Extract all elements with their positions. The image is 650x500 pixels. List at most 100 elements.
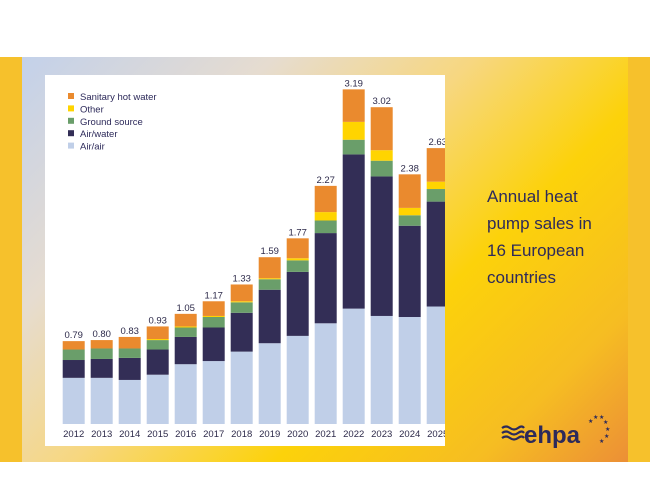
bar-segment-other bbox=[314, 212, 337, 221]
bar-segment-air-air bbox=[258, 343, 281, 424]
x-tick-label: 2024 bbox=[399, 429, 420, 440]
svg-text:★: ★ bbox=[588, 418, 593, 425]
bar-segment-ground-source bbox=[314, 220, 337, 234]
bar-segment-sanitary-hot-water bbox=[202, 301, 225, 316]
bar-segment-sanitary-hot-water bbox=[314, 185, 337, 213]
x-tick-label: 2019 bbox=[259, 429, 280, 440]
bar-segment-air-water bbox=[370, 176, 393, 316]
bar-segment-ground-source bbox=[286, 260, 309, 272]
bar-segment-air-air bbox=[342, 308, 365, 424]
total-label: 3.02 bbox=[372, 96, 391, 107]
bar-segment-air-air bbox=[174, 364, 197, 424]
bar-segment-ground-source bbox=[342, 139, 365, 155]
total-label: 2.27 bbox=[316, 175, 335, 186]
x-tick-label: 2012 bbox=[63, 429, 84, 440]
bar-segment-sanitary-hot-water bbox=[426, 148, 445, 182]
total-label: 0.79 bbox=[64, 330, 83, 341]
bar-segment-other bbox=[398, 207, 421, 216]
legend-swatch bbox=[68, 117, 74, 124]
bar-segment-air-air bbox=[62, 377, 85, 424]
bar-segment-sanitary-hot-water bbox=[90, 340, 113, 349]
legend-swatch bbox=[68, 142, 74, 149]
bar-segment-other bbox=[174, 326, 197, 328]
bar-segment-air-water bbox=[342, 154, 365, 309]
bar-segment-ground-source bbox=[370, 160, 393, 177]
bar-segment-ground-source bbox=[90, 348, 113, 359]
x-tick-label: 2013 bbox=[91, 429, 112, 440]
svg-text:★: ★ bbox=[605, 426, 610, 433]
legend-label: Other bbox=[80, 104, 104, 115]
ehpa-logo: ehpa ★★ ★★ ★★★ bbox=[501, 414, 610, 449]
bar-segment-air-water bbox=[146, 349, 169, 375]
total-label: 0.93 bbox=[148, 315, 167, 326]
x-tick-label: 2020 bbox=[287, 429, 308, 440]
bar-segment-sanitary-hot-water bbox=[342, 89, 365, 122]
bar-segment-other bbox=[426, 181, 445, 190]
bar-segment-ground-source bbox=[426, 189, 445, 202]
bar-segment-sanitary-hot-water bbox=[118, 336, 141, 349]
bar-segment-ground-source bbox=[62, 349, 85, 361]
bar-segment-ground-source bbox=[202, 317, 225, 328]
bar-segment-other bbox=[146, 339, 169, 341]
bar-segment-air-air bbox=[202, 361, 225, 424]
svg-text:★: ★ bbox=[604, 433, 609, 440]
x-tick-label: 2021 bbox=[315, 429, 336, 440]
bar-segment-air-water bbox=[202, 327, 225, 362]
bar-segment-air-water bbox=[426, 201, 445, 307]
bar-segment-other bbox=[286, 258, 309, 261]
total-label: 1.33 bbox=[232, 273, 251, 284]
bar-segment-air-water bbox=[286, 271, 309, 336]
title-line: countries bbox=[487, 268, 556, 287]
legend-swatch bbox=[68, 130, 74, 137]
bar-segment-ground-source bbox=[258, 279, 281, 290]
bar-segment-air-water bbox=[174, 336, 197, 365]
svg-text:★: ★ bbox=[599, 438, 604, 445]
bar-segment-ground-source bbox=[174, 327, 197, 337]
bar-segment-air-water bbox=[230, 312, 253, 352]
title-line: pump sales in bbox=[487, 214, 592, 233]
bar-segment-sanitary-hot-water bbox=[258, 257, 281, 279]
bar-segment-air-water bbox=[314, 233, 337, 324]
bar-segment-air-water bbox=[258, 289, 281, 344]
legend-label: Ground source bbox=[80, 117, 143, 128]
svg-text:★: ★ bbox=[593, 414, 598, 421]
bar-segment-other bbox=[230, 301, 253, 303]
total-label: 0.83 bbox=[120, 326, 139, 337]
bar-segment-air-air bbox=[314, 323, 337, 424]
chart-panel: 0.79 2012 0.80 2013 0.83 2014 0.93 2015 1.05 2016… bbox=[45, 75, 445, 446]
legend-label: Air/water bbox=[80, 129, 117, 140]
bar-segment-air-air bbox=[230, 351, 253, 424]
bar-segment-sanitary-hot-water bbox=[398, 174, 421, 208]
bar-segment-air-water bbox=[118, 357, 141, 380]
bar-segment-sanitary-hot-water bbox=[174, 313, 197, 327]
legend-label: Air/air bbox=[80, 142, 105, 153]
x-tick-label: 2017 bbox=[203, 429, 224, 440]
bar-segment-sanitary-hot-water bbox=[62, 341, 85, 350]
svg-text:★: ★ bbox=[603, 419, 608, 426]
logo-text: ehpa bbox=[524, 422, 581, 449]
total-label: 1.05 bbox=[176, 303, 195, 314]
bar-segment-ground-source bbox=[146, 340, 169, 350]
bar-segment-ground-source bbox=[398, 215, 421, 226]
title-line: 16 European bbox=[487, 241, 585, 260]
title-line: Annual heat bbox=[487, 187, 578, 206]
bar-segment-other bbox=[202, 315, 225, 318]
bar-segment-air-water bbox=[398, 225, 421, 318]
total-label: 2.38 bbox=[400, 163, 419, 174]
bar-segment-sanitary-hot-water bbox=[370, 107, 393, 151]
bar-segment-air-air bbox=[370, 315, 393, 424]
x-tick-label: 2025 bbox=[427, 429, 445, 440]
bar-segment-air-air bbox=[398, 317, 421, 424]
bar-segment-air-air bbox=[90, 377, 113, 424]
legend-label: Sanitary hot water bbox=[80, 92, 157, 103]
bar-segment-other bbox=[258, 278, 281, 280]
chart-title: Annual heat pump sales in 16 European co… bbox=[487, 183, 627, 291]
total-label: 0.80 bbox=[92, 329, 111, 340]
stars-icon: ★★ ★★ ★★★ bbox=[588, 414, 610, 445]
bar-segment-sanitary-hot-water bbox=[286, 238, 309, 259]
bar-segment-other bbox=[370, 150, 393, 161]
bar-segment-air-air bbox=[426, 306, 445, 424]
total-label: 1.77 bbox=[288, 227, 307, 238]
legend-swatch bbox=[68, 105, 74, 112]
bar-segment-air-water bbox=[62, 360, 85, 378]
